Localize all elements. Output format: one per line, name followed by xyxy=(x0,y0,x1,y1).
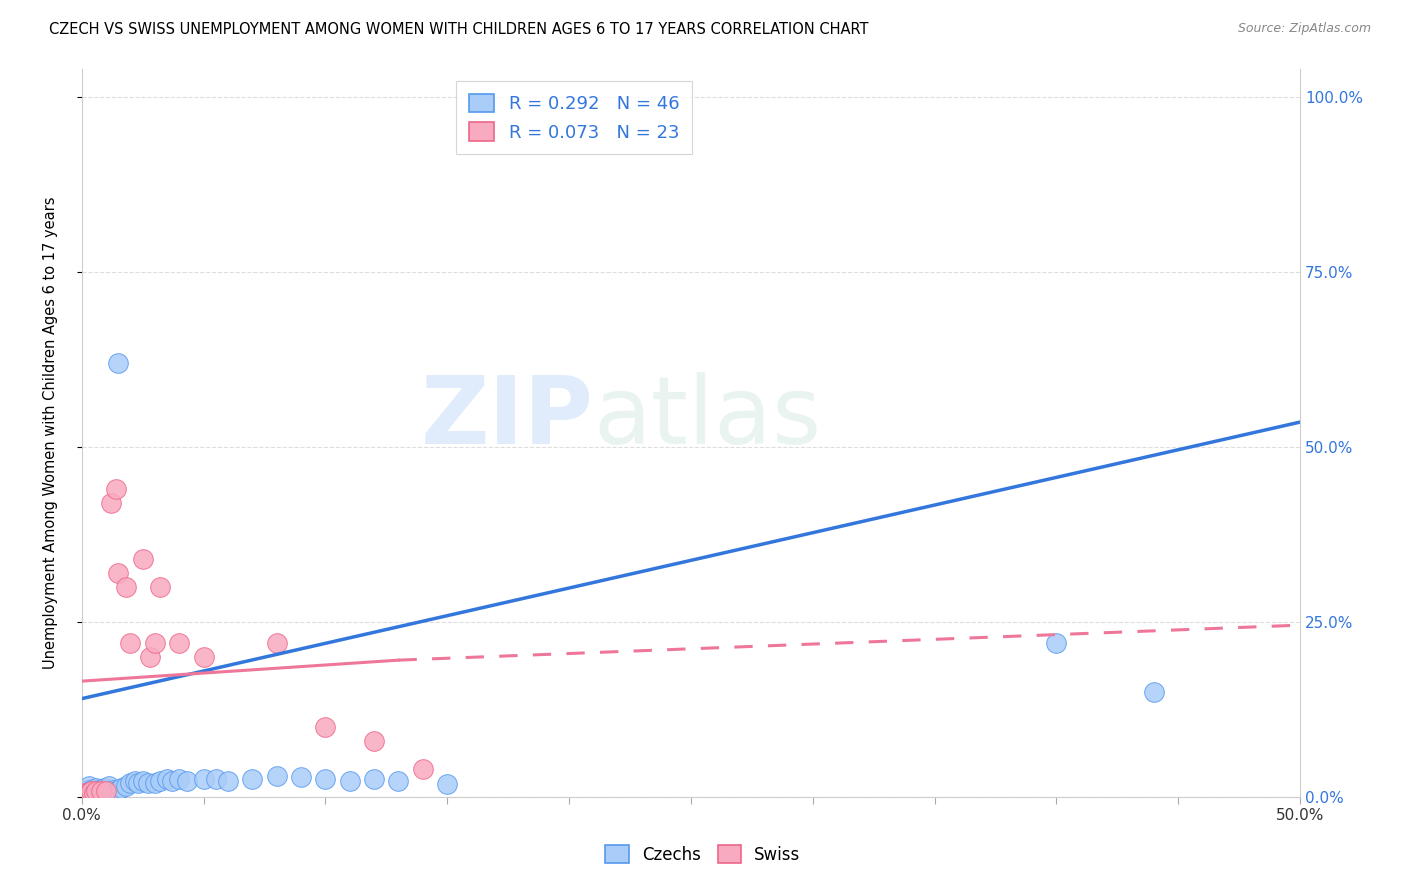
Point xyxy=(86,784,108,798)
Point xyxy=(124,774,146,789)
Point xyxy=(77,782,100,797)
Point xyxy=(193,772,215,787)
Point xyxy=(139,649,162,664)
Point xyxy=(87,782,110,797)
Point xyxy=(127,775,149,789)
Point xyxy=(83,786,105,800)
Point xyxy=(110,781,132,796)
Point xyxy=(114,779,136,793)
Point xyxy=(80,786,103,800)
Point xyxy=(120,635,142,649)
Point xyxy=(412,762,434,776)
Point xyxy=(76,786,98,800)
Point xyxy=(73,786,96,800)
Point xyxy=(143,635,166,649)
Point xyxy=(131,774,153,789)
Point xyxy=(77,786,100,800)
Point xyxy=(107,566,129,580)
Point xyxy=(1143,684,1166,698)
Point xyxy=(83,782,105,797)
Point xyxy=(94,782,117,797)
Point xyxy=(73,786,96,800)
Point xyxy=(314,720,336,734)
Point xyxy=(103,782,125,797)
Point xyxy=(160,774,183,789)
Point xyxy=(314,772,336,787)
Point xyxy=(83,786,105,800)
Text: CZECH VS SWISS UNEMPLOYMENT AMONG WOMEN WITH CHILDREN AGES 6 TO 17 YEARS CORRELA: CZECH VS SWISS UNEMPLOYMENT AMONG WOMEN … xyxy=(49,22,869,37)
Point xyxy=(114,580,136,594)
Point xyxy=(107,355,129,369)
Text: Source: ZipAtlas.com: Source: ZipAtlas.com xyxy=(1237,22,1371,36)
Point xyxy=(100,495,122,509)
Point xyxy=(120,775,142,789)
Point xyxy=(94,784,117,798)
Point xyxy=(77,779,100,793)
Point xyxy=(436,777,458,791)
Point xyxy=(217,774,239,789)
Point xyxy=(86,784,108,798)
Point xyxy=(149,580,172,594)
Point xyxy=(90,782,112,797)
Point xyxy=(107,782,129,797)
Point xyxy=(1045,635,1067,649)
Legend: R = 0.292   N = 46, R = 0.073   N = 23: R = 0.292 N = 46, R = 0.073 N = 23 xyxy=(456,81,692,154)
Point xyxy=(266,635,288,649)
Text: atlas: atlas xyxy=(593,372,821,464)
Point xyxy=(290,770,312,784)
Point xyxy=(90,784,112,798)
Point xyxy=(80,784,103,798)
Y-axis label: Unemployment Among Women with Children Ages 6 to 17 years: Unemployment Among Women with Children A… xyxy=(44,196,58,669)
Point xyxy=(363,772,385,787)
Point xyxy=(76,782,98,797)
Point xyxy=(131,551,153,566)
Point xyxy=(167,635,190,649)
Point xyxy=(176,774,198,789)
Point xyxy=(387,774,409,789)
Point xyxy=(167,772,190,787)
Point xyxy=(136,775,159,789)
Point xyxy=(97,779,120,793)
Point xyxy=(363,733,385,747)
Point xyxy=(266,769,288,783)
Point xyxy=(86,781,108,796)
Text: ZIP: ZIP xyxy=(420,372,593,464)
Point xyxy=(143,775,166,789)
Point xyxy=(204,772,226,787)
Point xyxy=(240,772,263,787)
Point xyxy=(104,482,127,496)
Point xyxy=(193,649,215,664)
Point xyxy=(93,781,115,796)
Point xyxy=(339,774,361,789)
Point xyxy=(77,786,100,800)
Legend: Czechs, Swiss: Czechs, Swiss xyxy=(599,838,807,871)
Point xyxy=(80,782,103,797)
Point xyxy=(156,772,179,787)
Point xyxy=(149,774,172,789)
Point xyxy=(76,786,98,800)
